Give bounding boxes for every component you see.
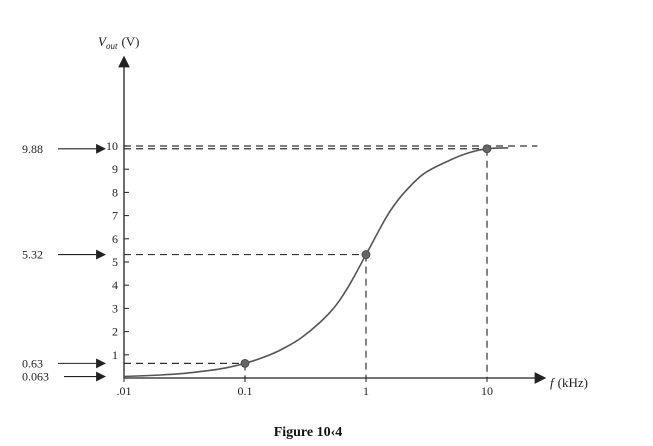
x-tick-label: 10 <box>481 384 493 398</box>
y-tick-label: 6 <box>112 232 118 246</box>
data-point-marker <box>240 358 250 368</box>
y-tick-label: 9 <box>112 162 118 176</box>
x-tick-label: 0.1 <box>238 384 253 398</box>
reference-lines <box>124 145 538 378</box>
y-axis-title: Vout (V) <box>98 34 140 51</box>
side-annotation-label: 9.88 <box>22 142 43 156</box>
y-tick-label: 1 <box>112 348 118 362</box>
y-tick-label: 4 <box>112 278 118 292</box>
x-tick-label: .01 <box>117 384 132 398</box>
side-annotation-label: 0.063 <box>22 370 49 384</box>
side-annotations: 9.88 5.32 0.630.063 <box>22 142 106 384</box>
side-annotation-label: 0.63 <box>22 356 43 370</box>
x-axis-title: f (kHz) <box>550 375 588 390</box>
y-ticks: 1 2 3 4 5 6 7 8 9 10 <box>106 139 129 362</box>
data-point-marker <box>361 250 371 259</box>
highlighted-points <box>240 144 492 368</box>
y-tick-label: 10 <box>106 139 118 153</box>
x-axis-title-unit: (kHz) <box>558 375 588 390</box>
y-tick-label: 8 <box>112 185 118 199</box>
x-axis-title-symbol: f <box>550 375 556 390</box>
y-tick-label: 3 <box>112 301 118 315</box>
y-axis-title-unit: (V) <box>121 34 139 49</box>
y-axis-title-symbol: V <box>98 34 108 49</box>
side-annotation-label: 5.32 <box>22 248 43 262</box>
response-curve <box>123 147 509 378</box>
x-ticks: .01 0.1 1 10 <box>117 378 493 398</box>
y-axis-title-subscript: out <box>106 41 118 51</box>
y-tick-label: 5 <box>112 255 118 269</box>
y-tick-label: 7 <box>112 209 118 223</box>
x-tick-label: 1 <box>363 384 369 398</box>
data-point-marker <box>482 144 492 154</box>
y-tick-label: 2 <box>112 325 118 339</box>
figure-caption: Figure 10‹4 <box>274 425 343 440</box>
